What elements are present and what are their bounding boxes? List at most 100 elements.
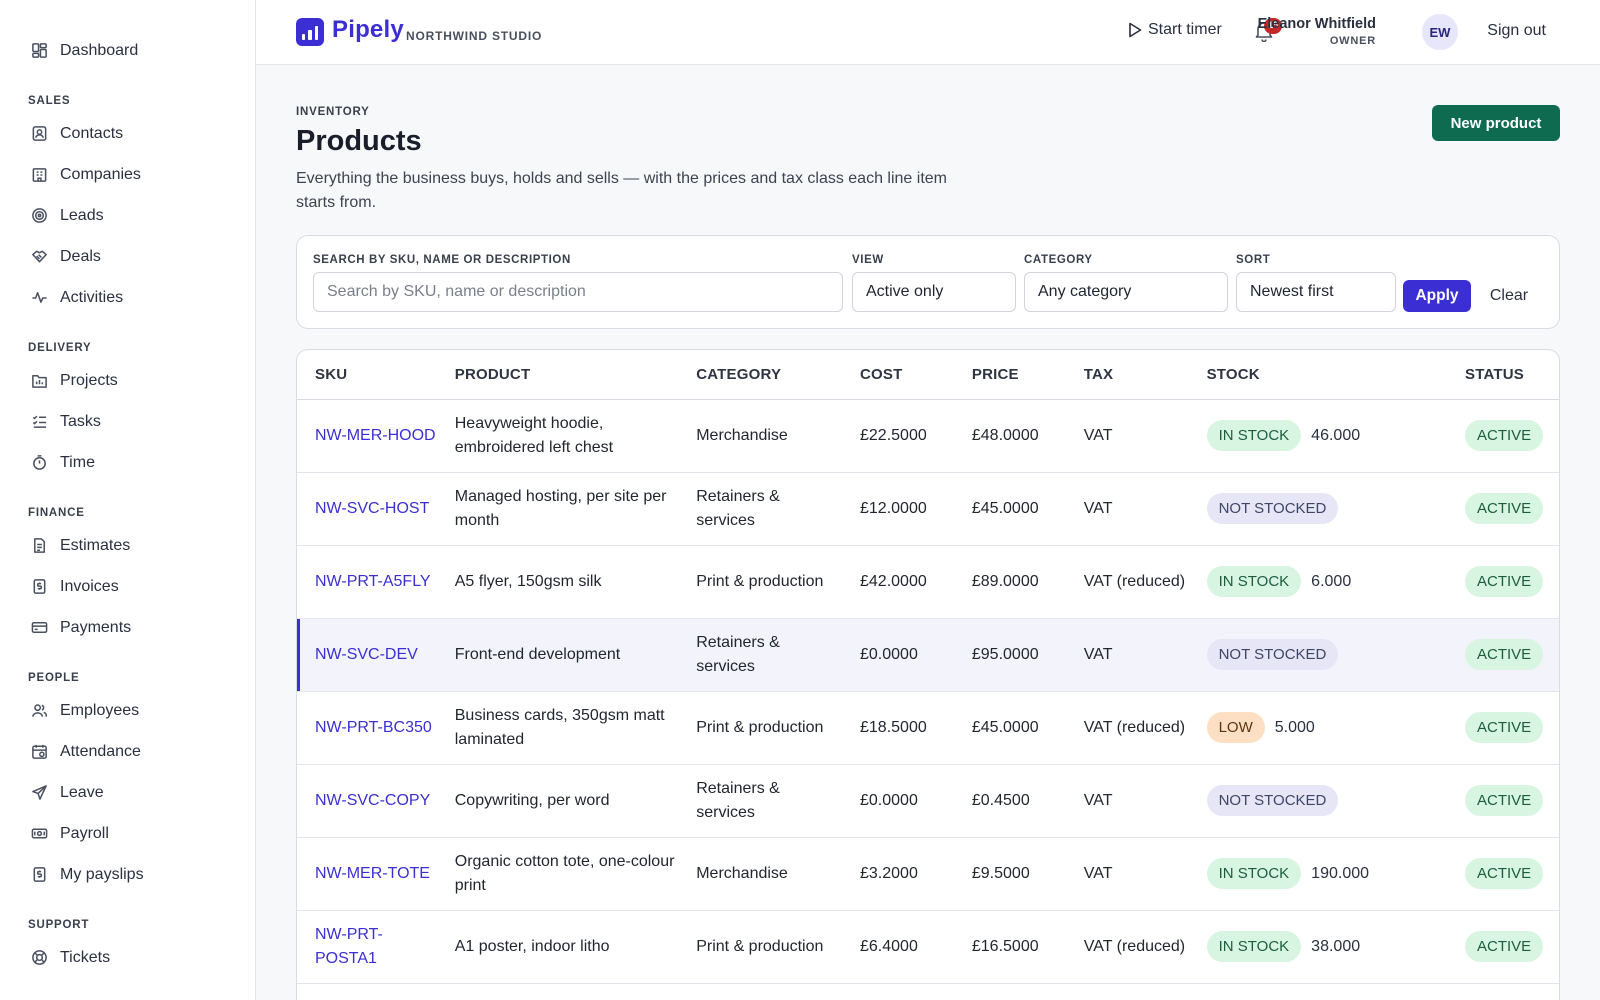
tax-cell: VAT bbox=[1065, 472, 1189, 546]
sidebar-item-invoices[interactable]: Invoices bbox=[0, 566, 255, 607]
payslip-icon bbox=[30, 866, 48, 884]
product-cell: Heavyweight hoodie, embroidered left che… bbox=[436, 399, 679, 473]
apply-button[interactable]: Apply bbox=[1403, 280, 1471, 312]
search-label: SEARCH BY SKU, NAME OR DESCRIPTION bbox=[313, 254, 571, 266]
sidebar-item-tasks[interactable]: Tasks bbox=[0, 401, 255, 442]
column-header-product[interactable]: PRODUCT bbox=[436, 350, 679, 400]
product-cell: Business cards, 350gsm matt laminated bbox=[436, 691, 679, 765]
page-title: Products bbox=[296, 125, 422, 157]
table-row[interactable]: NW-PRT-A5FLY A5 flyer, 150gsm silk Print &… bbox=[297, 545, 1559, 619]
tax-cell: VAT bbox=[1065, 399, 1189, 473]
sidebar-item-companies[interactable]: Companies bbox=[0, 154, 255, 195]
sidebar-item-label: Tasks bbox=[60, 412, 101, 430]
sidebar-item-label: Leave bbox=[60, 783, 104, 801]
sidebar-section-title: SALES bbox=[28, 95, 71, 107]
sidebar-item-activities[interactable]: Activities bbox=[0, 277, 255, 318]
sku-cell: NW-PRT-A5FLY bbox=[297, 545, 437, 619]
stock-badge: NOT STOCKED bbox=[1206, 785, 1339, 816]
start-timer-button[interactable]: Start timer bbox=[1128, 21, 1222, 39]
column-header-tax[interactable]: TAX bbox=[1065, 350, 1189, 400]
table-row[interactable]: NW-MER-HOOD Heavyweight hoodie, embroider… bbox=[297, 399, 1559, 473]
view-select[interactable]: Active only bbox=[852, 272, 1016, 312]
sidebar-item-estimates[interactable]: Estimates bbox=[0, 525, 255, 566]
sku-cell: NW-SVC-DEV bbox=[297, 618, 437, 692]
status-cell: ACTIVE bbox=[1447, 399, 1559, 473]
stock-cell: IN STOCK 38.000 bbox=[1188, 910, 1447, 984]
sidebar-item-attendance[interactable]: Attendance bbox=[0, 731, 255, 772]
sku-cell: NW-PRT-BC350 bbox=[297, 691, 437, 765]
cost-cell: £12.0000 bbox=[842, 472, 954, 546]
sku-link[interactable]: NW-PRT-POSTA1 bbox=[315, 926, 383, 967]
column-header-cost[interactable]: COST bbox=[842, 350, 954, 400]
column-header-status[interactable]: STATUS bbox=[1447, 350, 1559, 400]
main-content: INVENTORY Products Everything the busine… bbox=[256, 65, 1600, 1000]
product-cell: Organic cotton tote, one-colour print bbox=[436, 837, 679, 911]
sidebar-item-contacts[interactable]: Contacts bbox=[0, 113, 255, 154]
sidebar-item-deals[interactable]: Deals bbox=[0, 236, 255, 277]
category-cell: Print & production bbox=[678, 691, 842, 765]
avatar[interactable]: EW bbox=[1422, 14, 1458, 50]
table-row[interactable]: NW-SVC-DEV Front-end development Retainers… bbox=[297, 618, 1559, 692]
sku-link[interactable]: NW-SVC-DEV bbox=[315, 645, 418, 663]
pipely-logo-icon[interactable] bbox=[296, 18, 324, 46]
column-header-sku[interactable]: SKU bbox=[297, 350, 437, 400]
sidebar-item-employees[interactable]: Employees bbox=[0, 690, 255, 731]
sku-link[interactable]: NW-SVC-COPY bbox=[315, 791, 431, 809]
category-cell: Retainers & services bbox=[678, 618, 842, 692]
cost-cell: £3.2000 bbox=[842, 837, 954, 911]
status-cell: ACTIVE bbox=[1447, 910, 1559, 984]
sort-select[interactable]: Newest first bbox=[1236, 272, 1396, 312]
sidebar-item-label: Projects bbox=[60, 371, 118, 389]
sku-link[interactable]: NW-MER-TOTE bbox=[315, 864, 430, 882]
contacts-icon bbox=[30, 125, 48, 143]
sidebar-item-dashboard[interactable]: Dashboard bbox=[0, 30, 255, 71]
deals-icon bbox=[30, 248, 48, 266]
table-row[interactable]: NW-SVC-HOST Managed hosting, per site per… bbox=[297, 472, 1559, 546]
column-header-category[interactable]: CATEGORY bbox=[678, 350, 842, 400]
sign-out-link[interactable]: Sign out bbox=[1487, 22, 1546, 39]
table-row[interactable]: NW-PRT-POSTA1 A1 poster, indoor litho Prin… bbox=[297, 910, 1559, 984]
stock-cell: NOT STOCKED bbox=[1188, 764, 1447, 838]
notifications-button[interactable]: 15 bbox=[1254, 18, 1282, 44]
projects-icon bbox=[30, 372, 48, 390]
category-cell: Print & production bbox=[678, 910, 842, 984]
table-row[interactable]: NW-MER-TOTE Organic cotton tote, one-colo… bbox=[297, 837, 1559, 911]
sku-link[interactable]: NW-PRT-A5FLY bbox=[315, 572, 431, 590]
table-row[interactable]: NW-SVC-COPY Copywriting, per word Retainer… bbox=[297, 764, 1559, 838]
status-badge: ACTIVE bbox=[1465, 566, 1544, 597]
category-select[interactable]: Any category bbox=[1024, 272, 1228, 312]
card-icon bbox=[30, 619, 48, 637]
invoices-icon bbox=[30, 578, 48, 596]
new-product-button[interactable]: New product bbox=[1432, 105, 1560, 141]
stock-quantity: 6.000 bbox=[1311, 572, 1352, 590]
sidebar-item-label: Activities bbox=[60, 288, 124, 306]
stock-quantity: 38.000 bbox=[1311, 937, 1361, 955]
sidebar-item-leave[interactable]: Leave bbox=[0, 772, 255, 813]
stock-badge: IN STOCK bbox=[1206, 931, 1302, 962]
tax-cell: VAT bbox=[1065, 764, 1189, 838]
sku-cell: NW-PRT-POSTA1 bbox=[297, 910, 437, 984]
sku-link[interactable]: NW-SVC-HOST bbox=[315, 499, 430, 517]
sidebar-item-leads[interactable]: Leads bbox=[0, 195, 255, 236]
sidebar-item-label: Companies bbox=[60, 165, 141, 183]
clear-button[interactable]: Clear bbox=[1477, 280, 1541, 312]
category-cell: Retainers & services bbox=[678, 472, 842, 546]
brand-name[interactable]: Pipely bbox=[332, 16, 404, 43]
column-header-stock[interactable]: STOCK bbox=[1188, 350, 1447, 400]
table-row[interactable]: NW-PRT-BC350 Business cards, 350gsm matt … bbox=[297, 691, 1559, 765]
status-cell: ACTIVE bbox=[1447, 472, 1559, 546]
sidebar-item-tickets[interactable]: Tickets bbox=[0, 937, 255, 978]
sidebar-item-payments[interactable]: Payments bbox=[0, 607, 255, 648]
search-input[interactable] bbox=[313, 272, 843, 312]
sku-link[interactable]: NW-PRT-BC350 bbox=[315, 718, 432, 736]
estimates-icon bbox=[30, 537, 48, 555]
sidebar-item-payroll[interactable]: Payroll bbox=[0, 813, 255, 854]
status-badge: ACTIVE bbox=[1465, 493, 1544, 524]
stock-badge: LOW bbox=[1206, 712, 1265, 743]
sidebar-item-time[interactable]: Time bbox=[0, 442, 255, 483]
status-badge: ACTIVE bbox=[1465, 639, 1544, 670]
sku-link[interactable]: NW-MER-HOOD bbox=[315, 426, 436, 444]
sidebar-item-projects[interactable]: Projects bbox=[0, 360, 255, 401]
column-header-price[interactable]: PRICE bbox=[953, 350, 1066, 400]
sidebar-item-my-payslips[interactable]: My payslips bbox=[0, 854, 255, 895]
